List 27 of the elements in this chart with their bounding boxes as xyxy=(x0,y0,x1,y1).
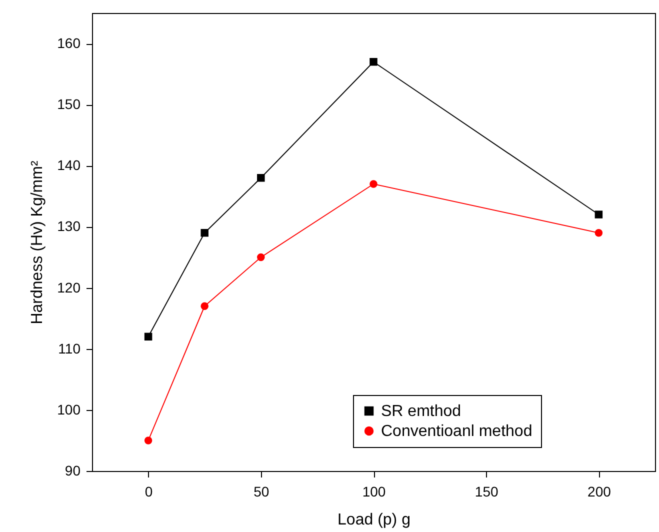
y-tick-label: 100 xyxy=(57,401,81,418)
point xyxy=(257,174,265,182)
point xyxy=(594,210,603,218)
point xyxy=(144,436,152,444)
x-tick-label: 100 xyxy=(362,484,386,500)
x-tick-label: 150 xyxy=(474,484,498,500)
point xyxy=(370,180,378,188)
x-tick-label: 50 xyxy=(254,484,270,500)
y-tick-label: 140 xyxy=(57,157,81,174)
y-tick-label: 90 xyxy=(64,462,81,478)
legend-label: Conventioanl method xyxy=(381,423,532,440)
point xyxy=(594,228,603,237)
point xyxy=(257,253,265,262)
x-tick-label: 0 xyxy=(144,484,153,500)
y-tick-label: 120 xyxy=(57,279,81,296)
x-tick-label: 200 xyxy=(588,484,612,500)
y-tick-label: 160 xyxy=(57,35,81,52)
point xyxy=(144,332,152,341)
y-tick-label: 130 xyxy=(57,218,81,234)
x-axis-title: Load (p) g xyxy=(338,512,410,528)
point xyxy=(200,302,208,310)
point xyxy=(200,228,208,237)
y-tick-label: 150 xyxy=(57,96,81,112)
point xyxy=(370,58,378,66)
y-tick-label: 110 xyxy=(58,340,81,356)
y-axis-title: Hardness (Hv) Kg/mm² xyxy=(29,160,46,324)
legend-label: SR emthod xyxy=(381,403,462,420)
